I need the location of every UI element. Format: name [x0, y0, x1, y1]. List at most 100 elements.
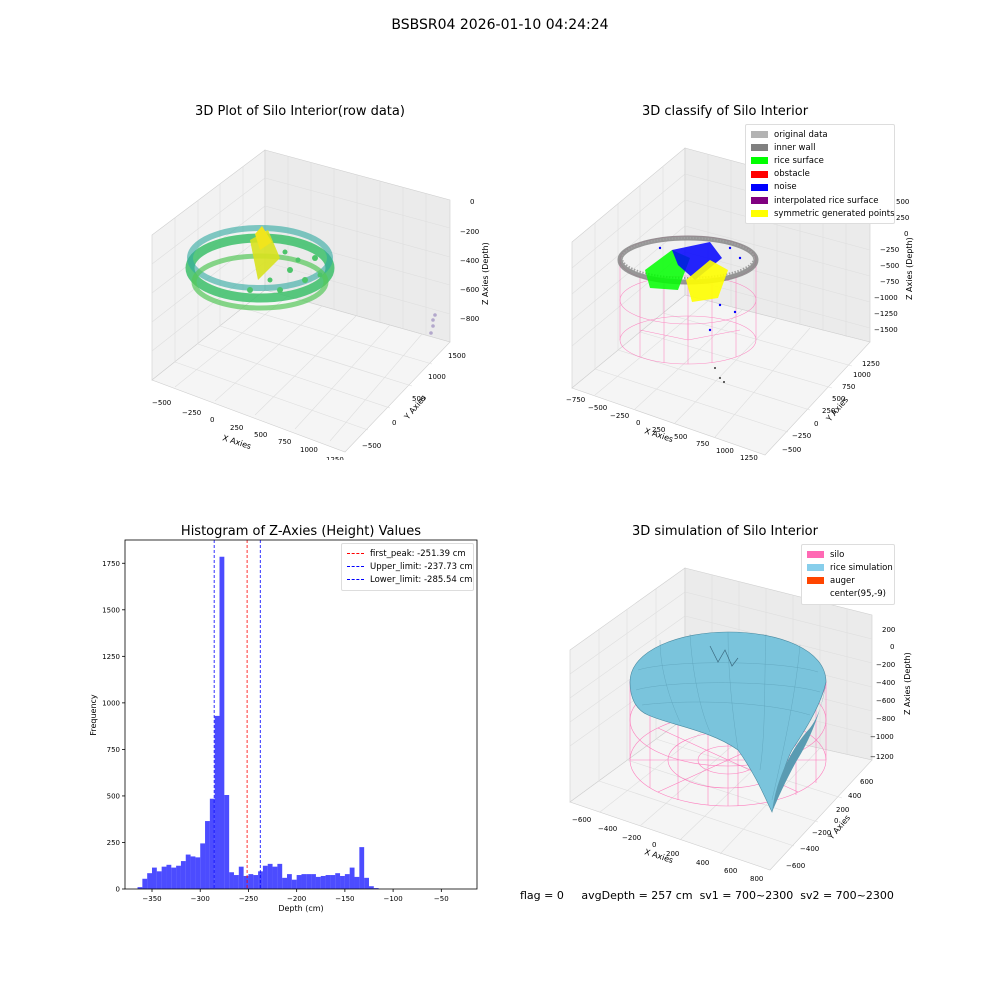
histogram-frame [124, 539, 478, 890]
raw-plot-title: 3D Plot of Silo Interior(row data) [195, 104, 405, 119]
legend-item: obstacle [751, 168, 889, 181]
histogram-bar [306, 874, 312, 889]
classify-ztick: −1250 [874, 310, 898, 318]
classify-xtick: 250 [652, 426, 665, 434]
histogram-ytick-label: 1000 [102, 699, 120, 707]
histogram-bar [368, 886, 374, 889]
histogram-title: Histogram of Z-Axies (Height) Values [180, 524, 422, 539]
legend-swatch [751, 210, 768, 218]
histogram-xtick-label: −350 [142, 895, 161, 903]
histogram-bar [229, 872, 234, 889]
histogram-bar [330, 875, 336, 889]
histogram-bar [161, 866, 167, 889]
legend-swatch [807, 591, 824, 598]
classify-ytick: 500 [832, 395, 845, 403]
raw-ztick: −600 [460, 286, 479, 294]
classify-ytick: 1000 [853, 371, 871, 379]
sim-ztick: −600 [876, 697, 895, 705]
sim-xtick: 600 [724, 867, 737, 875]
histogram-bar [142, 878, 148, 889]
sim-xtick: −400 [598, 825, 617, 833]
histogram-bar [224, 795, 230, 889]
legend-item: center(95,-9) [807, 588, 889, 601]
raw-xtick: 500 [254, 431, 267, 439]
histogram-xtick-label: −100 [383, 895, 402, 903]
classify-ytick: −250 [792, 432, 811, 440]
simulation-legend: silo rice simulation auger center(95,-9) [801, 544, 895, 605]
classify-ztick: 250 [896, 214, 909, 222]
classify-ytick: 750 [842, 383, 855, 391]
sim-ztick: −400 [876, 679, 895, 687]
sim-ytick: −600 [786, 862, 805, 870]
sim-xtick: 200 [666, 850, 679, 858]
legend-label: Lower_limit: -285.54 cm [370, 574, 473, 585]
sim-ztick: 0 [890, 643, 894, 651]
histogram-xlabel: Depth (cm) [278, 904, 323, 913]
legend-swatch [807, 564, 824, 572]
raw-xtick: 0 [210, 416, 214, 424]
classify-xtick: 0 [636, 419, 640, 427]
legend-item: symmetric generated points [751, 207, 895, 220]
legend-item: first_peak: -251.39 cm [347, 547, 468, 560]
histogram-bar [354, 876, 360, 889]
raw-zlabel: Z Axies (Depth) [481, 242, 490, 305]
histogram-chart: −350 −300 −250 −200 −150 −100 −50 0 250 500 750 10… [89, 539, 478, 913]
legend-label: inner wall [774, 142, 816, 153]
legend-item: auger [807, 574, 889, 587]
classify-ytick: 250 [822, 407, 835, 415]
histogram-bar [267, 863, 273, 889]
legend-label: first_peak: -251.39 cm [370, 548, 466, 559]
histogram-ytick-label: 1250 [102, 653, 120, 661]
sim-ytick: 600 [860, 778, 873, 786]
classify-ytick: −500 [782, 446, 801, 454]
legend-label: rice simulation [830, 562, 893, 573]
histogram-bar [335, 873, 341, 889]
histogram-xtick-label: −50 [434, 895, 449, 903]
legend-line [347, 553, 364, 555]
histogram-bar [214, 715, 220, 889]
raw-ytick: 500 [412, 395, 425, 403]
histogram-bar [233, 875, 239, 889]
legend-item: Lower_limit: -285.54 cm [347, 573, 472, 586]
sim-ztick: −800 [876, 715, 895, 723]
raw-xtick: 250 [230, 424, 243, 432]
raw-ztick: −400 [460, 257, 479, 265]
legend-swatch [807, 577, 824, 585]
histogram-bar [137, 887, 143, 889]
sim-ztick: −1200 [870, 753, 894, 761]
avg-depth-value: avgDepth = 257 cm [581, 889, 693, 902]
classify-ztick: −250 [880, 246, 899, 254]
histogram-bar [359, 847, 365, 889]
legend-label: Upper_limit: -237.73 cm [370, 561, 473, 572]
classify-ztick: 0 [904, 230, 908, 238]
legend-item: Upper_limit: -237.73 cm [347, 560, 473, 573]
legend-line [347, 566, 364, 568]
sim-ylabel: Y Axies [826, 813, 852, 842]
legend-swatch [751, 131, 768, 139]
legend-swatch [751, 144, 768, 152]
raw-xtick: 1250 [326, 456, 344, 460]
classify-legend: original data inner wall rice surface ob… [745, 124, 895, 225]
histogram-bar [152, 867, 157, 889]
flag-value: flag = 0 [520, 889, 564, 902]
histogram-ytick-label: 250 [107, 839, 120, 847]
classify-xtick: 500 [674, 433, 687, 441]
histogram-ytick-label: 1500 [102, 606, 120, 614]
legend-label: interpolated rice surface [774, 195, 879, 206]
legend-label: silo [830, 549, 845, 560]
histogram-bar [344, 874, 350, 889]
legend-swatch [751, 197, 768, 205]
sim-ytick: 200 [836, 806, 849, 814]
histogram-bar [147, 873, 153, 889]
raw-ztick: −800 [460, 315, 479, 323]
histogram-bar [156, 871, 162, 889]
histogram-bar [340, 875, 345, 889]
histogram-bar [200, 843, 206, 889]
histogram-bar [315, 876, 321, 889]
histogram-bar [287, 874, 292, 889]
sv1-value: sv1 = 700~2300 [699, 889, 794, 902]
sim-xtick: 400 [696, 859, 709, 867]
status-footer: flag = 0 avgDepth = 257 cm sv1 = 700~230… [520, 889, 894, 902]
sim-ztick: 200 [882, 626, 895, 634]
sim-xtick: −600 [572, 816, 591, 824]
